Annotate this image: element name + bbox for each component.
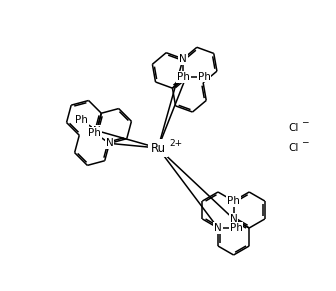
Text: −: − — [301, 138, 308, 146]
Text: Ph: Ph — [177, 72, 190, 82]
Text: Ph: Ph — [88, 128, 101, 138]
Text: N: N — [93, 126, 100, 136]
Text: Ru: Ru — [151, 141, 166, 155]
Text: Ph: Ph — [76, 115, 88, 125]
Text: Ph: Ph — [198, 72, 211, 81]
Text: N: N — [179, 54, 187, 64]
Text: N: N — [230, 214, 238, 224]
Text: −: − — [301, 118, 308, 127]
Text: Cl: Cl — [288, 143, 298, 153]
Text: Ph: Ph — [229, 223, 243, 233]
Text: Cl: Cl — [288, 123, 298, 133]
Text: N: N — [214, 223, 222, 233]
Text: Ph: Ph — [227, 196, 240, 206]
Text: N: N — [182, 72, 190, 81]
Text: N: N — [106, 138, 113, 148]
Text: 2+: 2+ — [169, 139, 182, 148]
